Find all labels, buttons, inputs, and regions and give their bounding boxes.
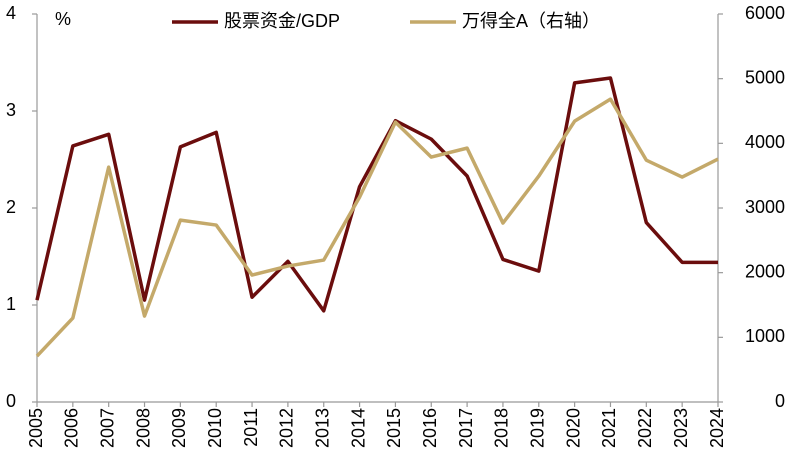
x-tick-label: 2014 — [348, 408, 368, 448]
y2-tick-label: 6000 — [745, 3, 785, 23]
y2-tick-label: 0 — [775, 391, 785, 411]
x-tick-label: 2019 — [528, 408, 548, 448]
y2-tick-label: 1000 — [745, 326, 785, 346]
y-tick-label: 0 — [6, 391, 16, 411]
x-tick-label: 2009 — [169, 408, 189, 448]
series-line — [35, 97, 719, 358]
x-tick-label: 2008 — [133, 408, 153, 448]
y-tick-label: 3 — [6, 100, 16, 120]
x-tick-label: 2022 — [635, 408, 655, 448]
y2-tick-label: 2000 — [745, 261, 785, 281]
x-tick-label: 2006 — [62, 408, 82, 448]
x-tick-label: 2017 — [456, 408, 476, 448]
x-tick-label: 2012 — [277, 408, 297, 448]
y2-tick-label: 4000 — [745, 132, 785, 152]
x-tick-label: 2023 — [671, 408, 691, 448]
x-tick-label: 2018 — [492, 408, 512, 448]
x-tick-label: 2016 — [420, 408, 440, 448]
x-tick-label: 2007 — [97, 408, 117, 448]
y-tick-label: 1 — [6, 294, 16, 314]
y-tick-label: 4 — [6, 3, 16, 23]
x-tick-label: 2015 — [384, 408, 404, 448]
x-tick-label: 2010 — [205, 408, 225, 448]
x-tick-label: 2013 — [312, 408, 332, 448]
x-tick-label: 2024 — [707, 408, 727, 448]
legend-label: 股票资金/GDP — [224, 11, 340, 31]
y-tick-label: 2 — [6, 197, 16, 217]
y-unit: % — [55, 9, 71, 29]
series-line — [35, 76, 718, 313]
legend-label: 万得全A（右轴） — [462, 11, 600, 31]
x-tick-label: 2021 — [599, 408, 619, 448]
x-tick-label: 2011 — [241, 408, 261, 447]
x-tick-label: 2005 — [26, 408, 46, 448]
y2-tick-label: 5000 — [745, 67, 785, 87]
x-tick-label: 2020 — [563, 408, 583, 448]
y2-tick-label: 3000 — [745, 197, 785, 217]
